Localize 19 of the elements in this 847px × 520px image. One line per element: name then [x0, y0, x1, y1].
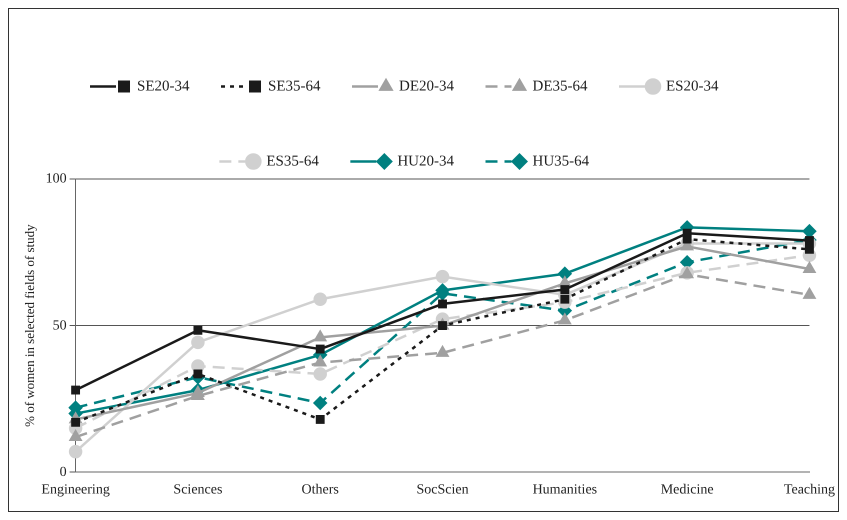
x-tick-label: Medicine — [660, 482, 714, 498]
y-tick-label: 0 — [60, 464, 67, 480]
legend-label: SE35-64 — [268, 78, 322, 94]
legend-label: HU35-64 — [532, 153, 590, 170]
legend-label: SE20-34 — [137, 78, 190, 94]
y-axis-title: % of women in selected fields of study — [22, 224, 38, 427]
legend-label: DE35-64 — [532, 78, 588, 94]
x-tick-label: Teaching — [784, 482, 835, 498]
x-tick-label: Sciences — [173, 482, 222, 498]
x-tick-label: Humanities — [532, 482, 598, 498]
y-tick-label: 50 — [52, 318, 67, 334]
legend-label: ES20-34 — [666, 78, 719, 94]
x-tick-label: SocScien — [416, 482, 469, 498]
x-tick-label: Engineering — [41, 482, 110, 498]
x-tick-label: Others — [302, 482, 339, 498]
legend-label: ES35-64 — [266, 153, 320, 170]
y-tick-label: 100 — [46, 172, 67, 187]
legend-label: HU20-34 — [397, 153, 454, 170]
legend-label: DE20-34 — [399, 78, 454, 94]
